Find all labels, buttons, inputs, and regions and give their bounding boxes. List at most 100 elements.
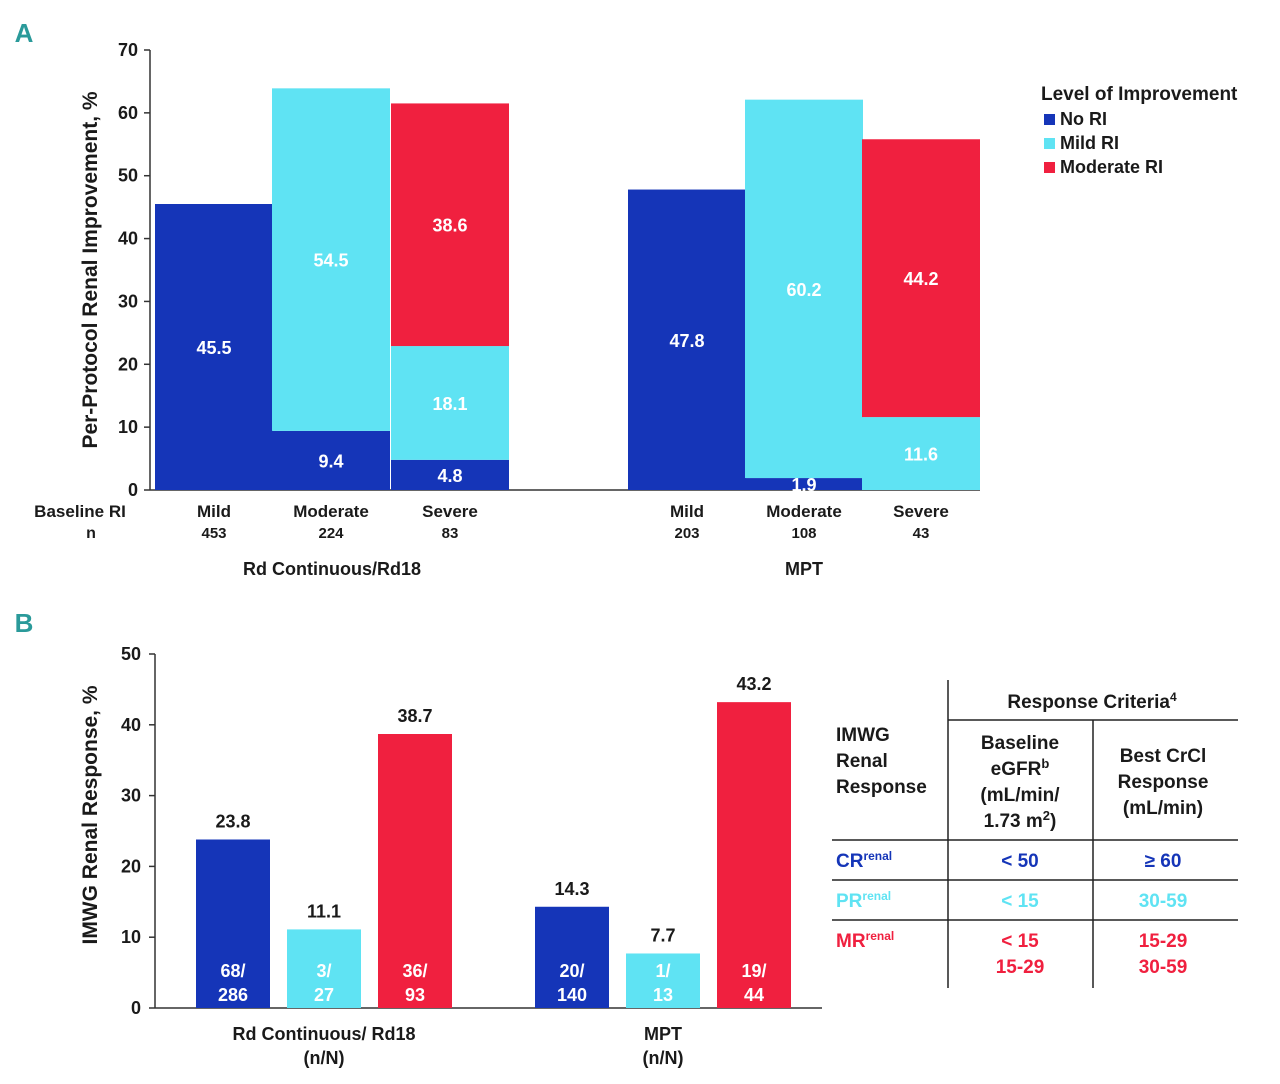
panel-b-bar-value-label: 38.7 xyxy=(397,706,432,726)
panel-a-label: A xyxy=(15,18,34,48)
criteria-table-best-value: 15-29 xyxy=(1139,931,1188,952)
panel-a-n-row-label: n xyxy=(86,525,96,542)
panel-a-bar-value-label: 54.5 xyxy=(313,251,348,271)
panel-a-bar-segment xyxy=(745,99,863,479)
panel-b-bar xyxy=(378,734,452,1008)
panel-b-bar-value-label: 23.8 xyxy=(215,811,250,831)
panel-b-bar xyxy=(287,929,361,1008)
panel-b-group-label: Rd Continuous/ Rd18 xyxy=(233,1024,416,1044)
criteria-table-col1-header: Baseline xyxy=(981,733,1059,754)
criteria-table-baseline-value: 15-29 xyxy=(996,957,1045,978)
criteria-table-col2-header: Best CrCl xyxy=(1120,746,1207,767)
panel-a-y-axis-label: Per-Protocol Renal Improvement, % xyxy=(79,91,102,448)
panel-a-category-label: Mild xyxy=(670,502,704,521)
panel-a-legend-item: No RI xyxy=(1060,109,1107,129)
panel-a-bar-segment xyxy=(155,204,273,490)
panel-a-legend-item: Moderate RI xyxy=(1060,157,1163,177)
criteria-table-row-header: IMWG xyxy=(836,725,890,746)
panel-a-group-label: Rd Continuous/Rd18 xyxy=(243,559,421,579)
panel-a-y-tick-label: 20 xyxy=(118,354,138,374)
criteria-table-row-header: Renal xyxy=(836,751,888,772)
panel-b-bar-count-bottom: 44 xyxy=(744,985,764,1005)
panel-a-bar-value-label: 9.4 xyxy=(318,451,343,471)
panel-b-bar-count-bottom: 140 xyxy=(557,985,587,1005)
panel-a-bar-segment xyxy=(391,459,509,490)
panel-a-n-label: 453 xyxy=(201,525,226,542)
panel-a-category-label: Mild xyxy=(197,502,231,521)
panel-a-y-tick-label: 60 xyxy=(118,103,138,123)
panel-b-bar-count-top: 19/ xyxy=(741,961,766,981)
panel-b-y-tick-label: 20 xyxy=(121,856,141,876)
panel-a-baseline-row-label: Baseline RI xyxy=(34,502,126,521)
panel-b-y-tick-label: 10 xyxy=(121,927,141,947)
panel-a-y-tick-label: 0 xyxy=(128,480,138,500)
criteria-table-best-value: 30-59 xyxy=(1139,957,1188,978)
panel-a-y-tick-label: 40 xyxy=(118,229,138,249)
panel-a-bar-value-label: 47.8 xyxy=(669,331,704,351)
panel-a-n-label: 108 xyxy=(791,525,816,542)
panel-b-y-tick-label: 40 xyxy=(121,715,141,735)
criteria-table-col1-header: 1.73 m2) xyxy=(984,808,1057,832)
panel-a-bar-segment xyxy=(391,103,509,347)
criteria-table-group-header: Response Criteria4 xyxy=(1007,690,1177,713)
panel-b-bar-count-bottom: 286 xyxy=(218,985,248,1005)
panel-b-bar xyxy=(535,906,609,1008)
panel-a-bar-value-label: 4.8 xyxy=(437,466,462,486)
panel-b-bar-count-top: 20/ xyxy=(559,961,584,981)
panel-b-bar-value-label: 14.3 xyxy=(554,879,589,899)
criteria-table-row-name: PRrenal xyxy=(836,889,891,912)
criteria-table-col2-header: (mL/min) xyxy=(1123,798,1203,819)
panel-b-bar xyxy=(196,839,270,1008)
panel-b-bar-count-bottom: 27 xyxy=(314,985,334,1005)
panel-a-bar-segment xyxy=(391,346,509,460)
criteria-table-baseline-value: < 50 xyxy=(1001,851,1039,872)
panel-a-bar-value-label: 18.1 xyxy=(432,394,467,414)
panel-a-n-label: 224 xyxy=(318,525,344,542)
criteria-table-baseline-value: < 15 xyxy=(1001,931,1039,952)
panel-a-n-label: 83 xyxy=(442,525,459,542)
panel-a-y-tick-label: 50 xyxy=(118,166,138,186)
panel-a-y-tick-label: 30 xyxy=(118,291,138,311)
panel-b-group-label: MPT xyxy=(644,1024,682,1044)
panel-a-bar-segment xyxy=(862,139,980,418)
panel-a-legend-swatch xyxy=(1044,114,1055,125)
panel-a-bar-value-label: 1.9 xyxy=(791,475,816,495)
criteria-table-col1-header: (mL/min/ xyxy=(980,785,1060,806)
panel-b-y-tick-label: 0 xyxy=(131,998,141,1018)
panel-a-n-label: 203 xyxy=(674,525,699,542)
panel-b-group-sublabel: (n/N) xyxy=(643,1048,684,1068)
panel-b-bar-count-top: 36/ xyxy=(402,961,427,981)
criteria-table-row-header: Response xyxy=(836,777,927,798)
panel-b-group-sublabel: (n/N) xyxy=(304,1048,345,1068)
panel-a-category-label: Moderate xyxy=(293,502,369,521)
panel-b-bar-count-bottom: 93 xyxy=(405,985,425,1005)
panel-a-bar-segment xyxy=(272,430,390,490)
panel-a-bar-segment xyxy=(628,189,746,491)
panel-a-legend-title: Level of Improvement xyxy=(1041,84,1238,105)
panel-b-y-tick-label: 30 xyxy=(121,786,141,806)
criteria-table-col2-header: Response xyxy=(1118,772,1209,793)
panel-a-bar-value-label: 44.2 xyxy=(903,269,938,289)
panel-a-group-label: MPT xyxy=(785,559,823,579)
panel-a-y-tick-label: 70 xyxy=(118,40,138,60)
panel-b-y-axis-label: IMWG Renal Response, % xyxy=(79,685,102,944)
panel-a-bar-value-label: 45.5 xyxy=(196,338,231,358)
panel-b-bar xyxy=(717,702,791,1008)
panel-a-bar-segment xyxy=(272,88,390,431)
panel-b-bar-value-label: 11.1 xyxy=(307,901,341,921)
panel-b-bar-value-label: 43.2 xyxy=(736,674,771,694)
panel-a-bar-segment xyxy=(862,417,980,490)
panel-a-category-label: Moderate xyxy=(766,502,842,521)
criteria-table-baseline-value: < 15 xyxy=(1001,891,1039,912)
panel-a-bar-value-label: 38.6 xyxy=(432,216,467,236)
panel-a-category-label: Severe xyxy=(422,502,478,521)
panel-a-legend-swatch xyxy=(1044,138,1055,149)
panel-b-bar-count-top: 68/ xyxy=(220,961,245,981)
panel-a-bar-value-label: 60.2 xyxy=(786,280,821,300)
panel-a-legend-swatch xyxy=(1044,162,1055,173)
criteria-table-col1-header: eGFRb xyxy=(991,756,1050,780)
panel-a-y-tick-label: 10 xyxy=(118,417,138,437)
panel-b-label: B xyxy=(15,608,34,638)
criteria-table-row-name: MRrenal xyxy=(836,929,894,952)
